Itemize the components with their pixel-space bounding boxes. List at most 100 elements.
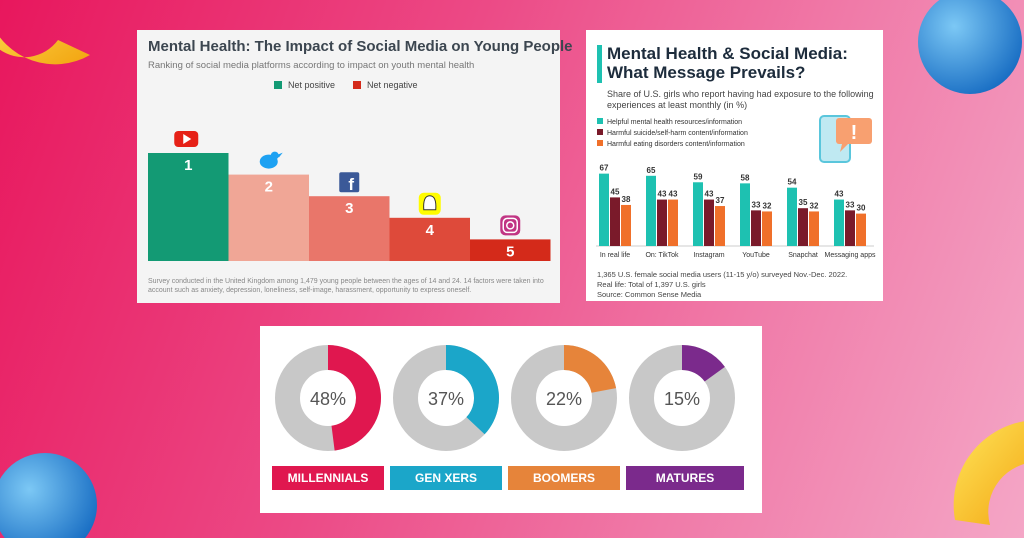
legend-net-negative: Net negative: [353, 80, 418, 90]
rank-number-label: 4: [426, 222, 435, 239]
bar-value-label: 59: [694, 172, 703, 181]
legend-eating: Harmful eating disorders content/informa…: [597, 140, 745, 148]
donut-percent-label: 37%: [428, 389, 464, 409]
grouped-bar: [740, 183, 750, 246]
donut-boomers: 22%: [511, 345, 617, 451]
chart-footnote: Survey conducted in the United Kingdom a…: [148, 278, 544, 294]
bar-value-label: 43: [669, 190, 678, 199]
donut-millennials: 48%: [275, 345, 381, 451]
chart-title: Mental Health & Social Media: What Messa…: [607, 44, 848, 82]
donut-percent-label: 22%: [546, 389, 582, 409]
bar-value-label: 30: [857, 204, 866, 213]
grouped-bar: [845, 210, 855, 246]
facebook-icon: f: [339, 172, 360, 194]
bar-value-label: 65: [647, 166, 656, 175]
blue-sphere-bottom-left: [0, 453, 97, 538]
grouped-bar: [621, 204, 631, 246]
rank-number-label: 2: [265, 179, 273, 196]
category-label: In real life: [600, 252, 630, 259]
title-accent-bar: [597, 45, 602, 83]
rank-bar-2: [228, 174, 309, 261]
svg-text:!: !: [851, 122, 858, 144]
instagram-icon: [500, 215, 521, 236]
rank-number-label: 5: [506, 243, 514, 260]
label-matures: MATURES: [626, 466, 744, 490]
bar-value-label: 33: [846, 200, 855, 209]
grouped-bar: [704, 199, 714, 246]
grouped-bar: [599, 173, 609, 246]
legend-label: Harmful suicide/self-harm content/inform…: [607, 130, 748, 137]
bar-value-label: 37: [716, 196, 725, 205]
legend-label: Net negative: [367, 80, 418, 90]
bar-value-label: 67: [600, 164, 609, 173]
donut-slice: [446, 345, 499, 435]
category-label: On: TikTok: [645, 252, 679, 259]
label-millennials: MILLENNIALS: [272, 466, 384, 490]
message-prevails-chart-panel: Mental Health & Social Media: What Messa…: [586, 30, 883, 301]
category-label: YouTube: [742, 252, 770, 259]
legend-label: Harmful eating disorders content/informa…: [607, 141, 745, 148]
grouped-bar: [809, 211, 819, 246]
yellow-ring-top-left: [0, 37, 90, 65]
generation-donut-panel: 48% 37% 22% 15% MILLENNIALS GEN XERS BOOMER…: [260, 326, 762, 513]
grouped-bar: [762, 211, 772, 246]
donut-charts: 48% 37% 22% 15%: [275, 345, 735, 451]
snapchat-icon: [418, 192, 441, 215]
grouped-bar: [657, 199, 667, 246]
legend-swatch-red: [353, 81, 361, 89]
rank-number-label: 3: [345, 200, 353, 217]
bar-value-label: 35: [799, 198, 808, 207]
category-label: Snapchat: [788, 252, 818, 259]
donut-percent-label: 15%: [664, 389, 700, 409]
chart-subtitle: Share of U.S. girls who report having ha…: [607, 89, 874, 110]
legend-swatch: [597, 140, 603, 146]
grouped-bar: [693, 182, 703, 246]
chart-subtitle: Ranking of social media platforms accord…: [148, 60, 475, 71]
legend-swatch-green: [274, 81, 282, 89]
grouped-bar: [646, 175, 656, 246]
category-label: Messaging apps: [825, 252, 876, 259]
rank-bar-5: [470, 239, 551, 261]
bar-value-label: 58: [741, 173, 750, 182]
grouped-bar: [751, 210, 761, 246]
donut-percent-label: 48%: [310, 389, 346, 409]
chart-title: Mental Health: The Impact of Social Medi…: [148, 38, 573, 55]
grouped-bar: [856, 213, 866, 246]
ranking-bar-chart: 1 2 3 f 4 5: [148, 131, 551, 261]
twitter-icon: [259, 151, 283, 169]
yellow-ring-bottom-right: [953, 421, 1024, 525]
legend-label: Net positive: [288, 80, 336, 90]
footnote-survey: 1,365 U.S. female social media users (11…: [597, 270, 848, 279]
bar-value-label: 33: [752, 200, 761, 209]
grouped-bar: [610, 197, 620, 246]
grouped-bar: [834, 199, 844, 246]
youth-ranking-chart-panel: Mental Health: The Impact of Social Medi…: [137, 30, 573, 303]
donut-matures: 15%: [629, 345, 735, 451]
bar-value-label: 32: [763, 201, 772, 210]
svg-text:f: f: [348, 175, 354, 194]
bar-value-label: 54: [788, 178, 797, 187]
grouped-bar: [787, 187, 797, 246]
footnote-source: Source: Common Sense Media: [597, 290, 702, 299]
grouped-bar: [798, 208, 808, 246]
rank-bar-1: [148, 153, 229, 261]
legend-swatch: [597, 118, 603, 124]
footnote-real-life: Real life: Total of 1,397 U.S. girls: [597, 280, 706, 289]
bar-value-label: 32: [810, 201, 819, 210]
bar-value-label: 45: [611, 187, 620, 196]
rank-bar-4: [389, 217, 470, 261]
rank-bar-3: [309, 196, 390, 261]
legend-label: Helpful mental health resources/informat…: [607, 119, 743, 126]
legend-self-harm: Harmful suicide/self-harm content/inform…: [597, 129, 748, 137]
blue-sphere-top-right: [918, 0, 1022, 94]
legend-helpful: Helpful mental health resources/informat…: [597, 118, 742, 126]
bar-value-label: 43: [835, 190, 844, 199]
donut-slice: [328, 345, 381, 451]
donut-slice: [564, 345, 617, 393]
rank-number-label: 1: [184, 157, 192, 174]
category-label: Instagram: [693, 252, 724, 259]
legend-net-positive: Net positive: [274, 80, 335, 90]
phone-message-icon: !: [819, 115, 872, 163]
donut-gen-xers: 37%: [393, 345, 499, 451]
